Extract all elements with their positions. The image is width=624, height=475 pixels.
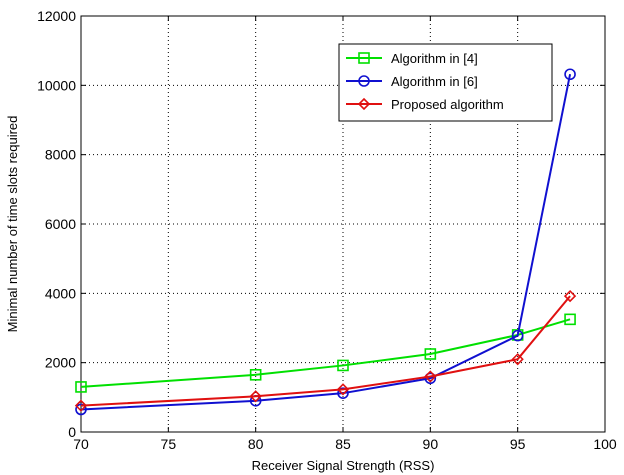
y-axis-label: Minimal number of time slots required: [5, 116, 20, 333]
y-tick-label: 6000: [45, 216, 76, 232]
diamond-point-marker: [336, 383, 350, 396]
legend-square-marker: [358, 52, 370, 64]
x-tick-label: 90: [423, 436, 439, 452]
legend-diamond-marker: [357, 97, 371, 111]
square-point-marker: [75, 381, 87, 393]
diamond-point-marker: [563, 289, 577, 303]
y-tick-label: 8000: [45, 147, 76, 163]
x-tick-label: 70: [73, 436, 89, 452]
y-tick-label: 12000: [37, 8, 76, 24]
circle-point-marker: [511, 329, 524, 342]
square-point-marker: [424, 348, 437, 360]
x-axis-label: Receiver Signal Strength (RSS): [252, 458, 435, 473]
x-tick-label: 95: [510, 436, 526, 452]
diamond-point-marker: [511, 353, 524, 366]
series-layer: [74, 68, 577, 416]
diamond-point-marker: [424, 370, 437, 383]
legend-entry-label: Proposed algorithm: [391, 97, 504, 112]
series-3: [74, 289, 577, 412]
y-tick-label: 0: [68, 424, 76, 440]
legend-box: [338, 43, 553, 122]
circle-point-marker: [75, 403, 87, 416]
diamond-point-marker: [249, 390, 262, 403]
series-line: [80, 295, 571, 407]
square-point-marker: [337, 359, 349, 372]
x-tick-label: 75: [161, 436, 177, 452]
y-tick-label: 2000: [45, 355, 76, 371]
legend-circle-marker: [358, 75, 370, 87]
y-tick-label: 4000: [45, 285, 76, 301]
series-line: [80, 318, 571, 388]
series-line: [80, 74, 572, 411]
axis-ticks: 70 75 80 85 90 95 100 0 2000 4000 6000 8000 10000 120…: [37, 8, 617, 452]
x-tick-label: 100: [593, 436, 617, 452]
x-tick-label: 85: [335, 436, 351, 452]
legend-entry-label: Algorithm in [4]: [391, 51, 478, 66]
legend: Algorithm in [4] Algorithm in [6] Proposed…: [338, 43, 553, 122]
legend-entry-label: Algorithm in [6]: [391, 74, 478, 89]
series-1: [75, 313, 576, 393]
x-tick-label: 80: [248, 436, 264, 452]
circle-point-marker: [337, 387, 349, 399]
square-point-marker: [249, 368, 262, 381]
diamond-point-marker: [74, 399, 88, 412]
series-2: [75, 68, 576, 416]
y-tick-label: 10000: [37, 77, 76, 93]
square-point-marker: [564, 313, 576, 326]
circle-point-marker: [564, 68, 576, 81]
